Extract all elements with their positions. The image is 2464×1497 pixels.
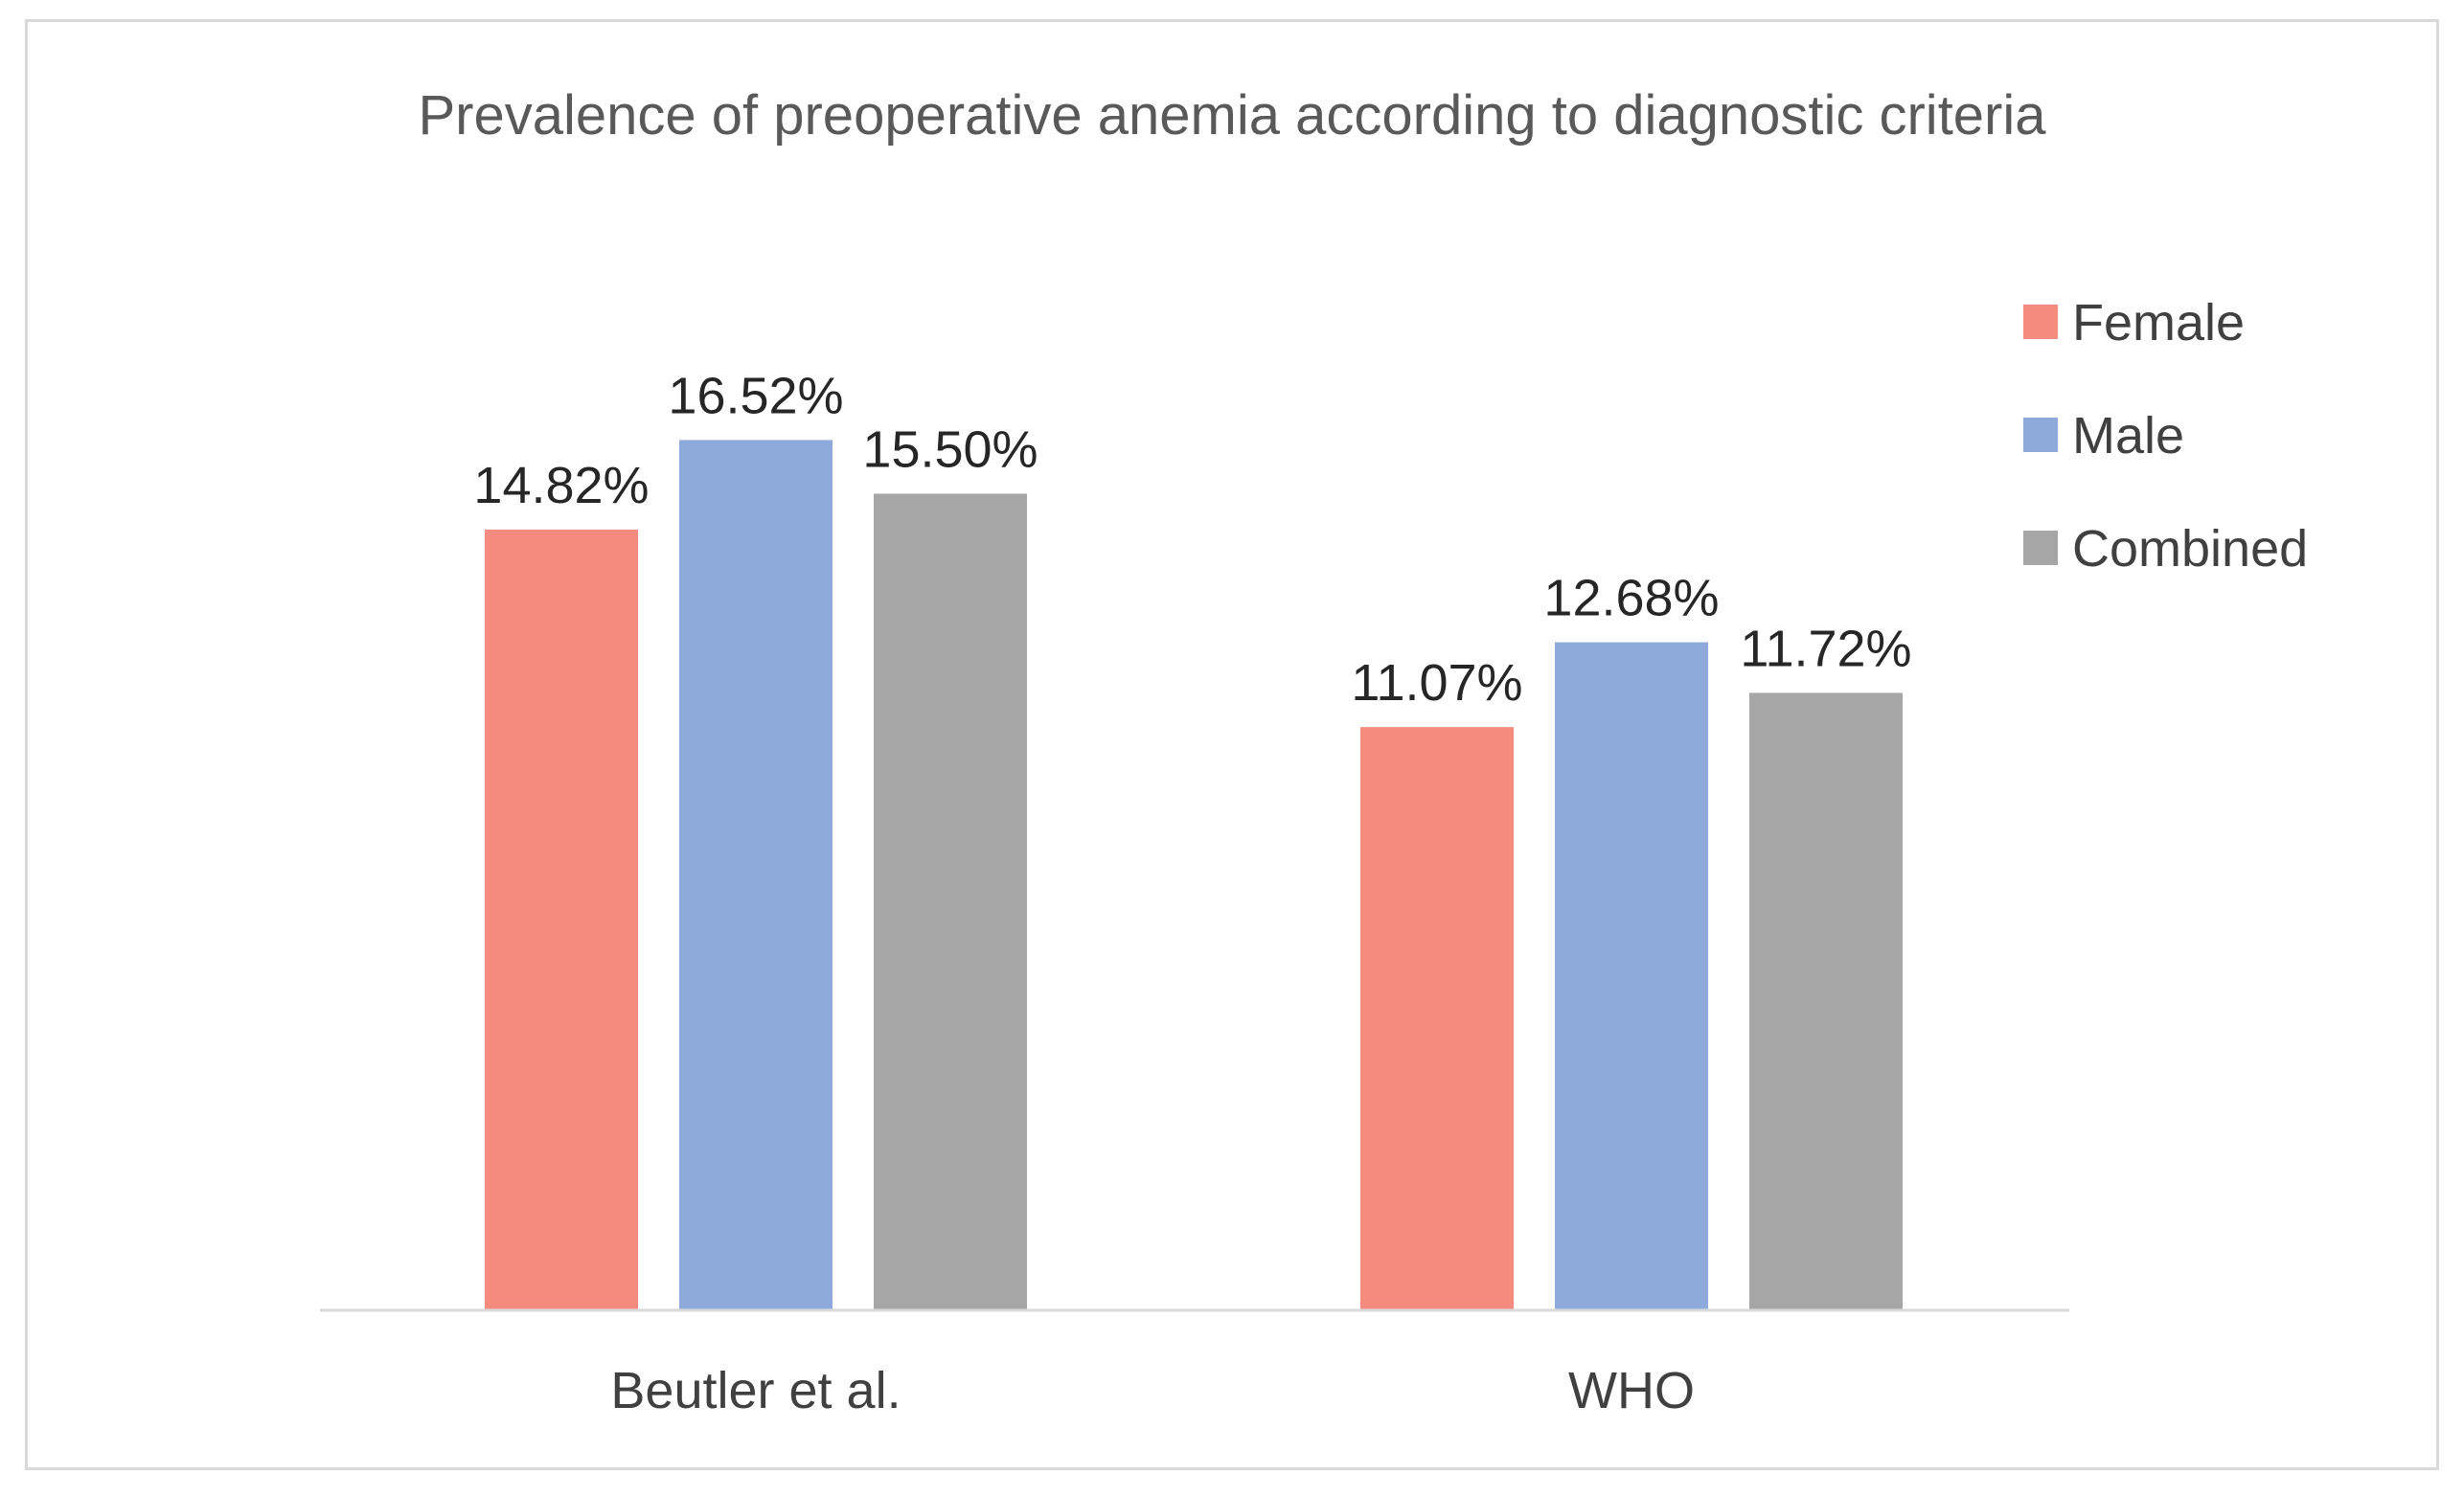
x-tick-labels-group: Beutler et al. WHO — [610, 1362, 1695, 1419]
x-tick-label-1: WHO — [1568, 1362, 1695, 1419]
bars-group — [485, 440, 1903, 1310]
x-tick-label-0: Beutler et al. — [610, 1362, 901, 1419]
data-label-female-1: 11.07% — [1351, 654, 1522, 712]
legend-label-male: Male — [2072, 407, 2184, 465]
bar-male-1 — [1555, 642, 1708, 1310]
legend-label-female: Female — [2072, 294, 2245, 352]
bar-female-1 — [1360, 727, 1514, 1310]
data-label-male-0: 16.52% — [668, 367, 843, 424]
bar-combined-1 — [1749, 692, 1903, 1310]
chart-frame — [25, 19, 2439, 1470]
bar-female-0 — [485, 529, 638, 1310]
data-label-combined-1: 11.72% — [1740, 620, 1911, 677]
legend-label-combined: Combined — [2072, 520, 2308, 578]
data-label-female-0: 14.82% — [473, 457, 649, 514]
bar-combined-0 — [874, 493, 1027, 1310]
data-label-male-1: 12.68% — [1543, 570, 1719, 627]
legend-swatch-male — [2023, 418, 2058, 452]
chart-title: Prevalence of preoperative anemia accord… — [418, 84, 2046, 147]
legend-swatch-female — [2023, 305, 2058, 339]
data-labels-group: 14.82% 16.52% 15.50% 11.07% 12.68% 11.72% — [473, 367, 1911, 712]
legend-swatch-combined — [2023, 531, 2058, 565]
data-label-combined-0: 15.50% — [862, 421, 1038, 479]
bar-male-0 — [679, 440, 833, 1310]
legend: Female Male Combined — [2023, 294, 2308, 578]
